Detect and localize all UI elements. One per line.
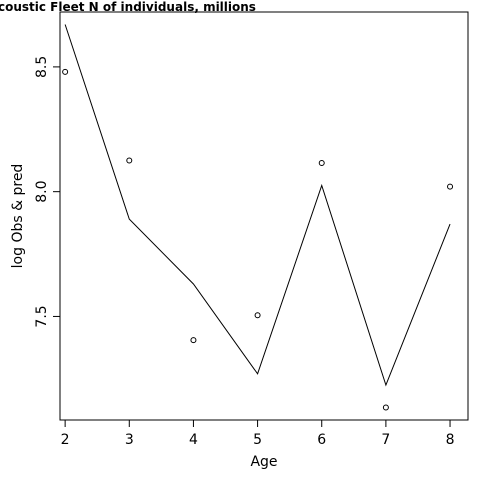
x-axis-label: Age bbox=[250, 454, 277, 470]
x-tick-label: 8 bbox=[446, 432, 455, 448]
y-tick-label: 8.0 bbox=[34, 181, 50, 203]
y-axis-label: log Obs & pred bbox=[10, 164, 26, 269]
chart-title: coustic Fleet N of individuals, millions bbox=[0, 0, 256, 14]
x-tick-label: 2 bbox=[61, 432, 70, 448]
x-tick-label: 5 bbox=[253, 432, 262, 448]
observed-point bbox=[190, 337, 197, 344]
x-tick-label: 7 bbox=[381, 432, 390, 448]
observed-point bbox=[318, 159, 325, 166]
plot-frame bbox=[59, 11, 469, 421]
y-axis: 7.5 8.0 8.5 bbox=[34, 56, 60, 328]
observed-point bbox=[447, 183, 454, 190]
observed-point bbox=[254, 312, 261, 319]
y-tick-label: 7.5 bbox=[34, 305, 50, 327]
observed-point bbox=[62, 68, 69, 75]
observed-point bbox=[126, 157, 133, 164]
series-layer bbox=[62, 24, 454, 411]
observed-point bbox=[382, 404, 389, 411]
x-axis: 2 3 4 5 6 7 8 bbox=[61, 420, 455, 448]
x-tick-label: 4 bbox=[189, 432, 198, 448]
x-tick-label: 6 bbox=[317, 432, 326, 448]
x-tick-label: 3 bbox=[125, 432, 134, 448]
y-tick-label: 8.5 bbox=[34, 56, 50, 78]
predicted-line bbox=[64, 24, 451, 387]
